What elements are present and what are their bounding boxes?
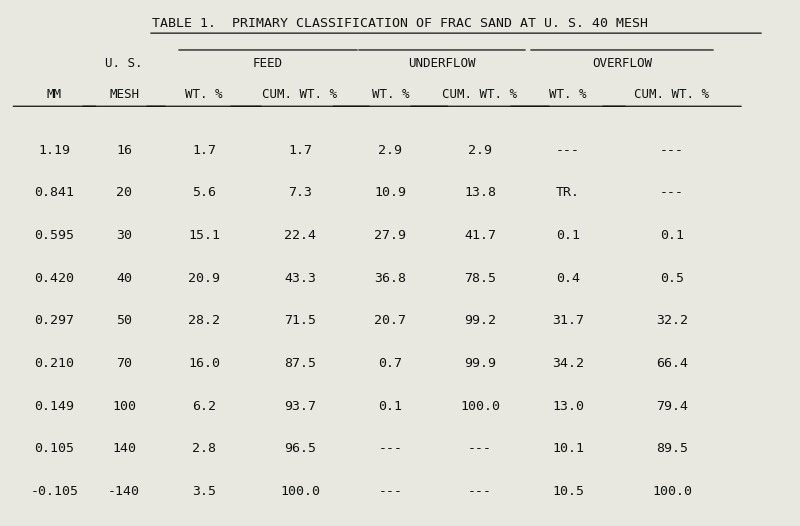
Text: 6.2: 6.2 bbox=[192, 400, 216, 413]
Text: 0.7: 0.7 bbox=[378, 357, 402, 370]
Text: 140: 140 bbox=[112, 442, 136, 456]
Text: 96.5: 96.5 bbox=[284, 442, 316, 456]
Text: 31.7: 31.7 bbox=[552, 315, 584, 327]
Text: ---: --- bbox=[468, 442, 492, 456]
Text: 1.7: 1.7 bbox=[192, 144, 216, 157]
Text: OVERFLOW: OVERFLOW bbox=[592, 57, 652, 69]
Text: 43.3: 43.3 bbox=[284, 272, 316, 285]
Text: 79.4: 79.4 bbox=[656, 400, 688, 413]
Text: 0.420: 0.420 bbox=[34, 272, 74, 285]
Text: 13.8: 13.8 bbox=[464, 186, 496, 199]
Text: ---: --- bbox=[468, 485, 492, 498]
Text: 32.2: 32.2 bbox=[656, 315, 688, 327]
Text: 2.8: 2.8 bbox=[192, 442, 216, 456]
Text: ---: --- bbox=[378, 442, 402, 456]
Text: -140: -140 bbox=[108, 485, 140, 498]
Text: 70: 70 bbox=[116, 357, 132, 370]
Text: 50: 50 bbox=[116, 315, 132, 327]
Text: 30: 30 bbox=[116, 229, 132, 242]
Text: 0.1: 0.1 bbox=[556, 229, 580, 242]
Text: 34.2: 34.2 bbox=[552, 357, 584, 370]
Text: 10.5: 10.5 bbox=[552, 485, 584, 498]
Text: 0.5: 0.5 bbox=[660, 272, 684, 285]
Text: 3.5: 3.5 bbox=[192, 485, 216, 498]
Text: 0.149: 0.149 bbox=[34, 400, 74, 413]
Text: 99.9: 99.9 bbox=[464, 357, 496, 370]
Text: 0.1: 0.1 bbox=[378, 400, 402, 413]
Text: WT. %: WT. % bbox=[186, 88, 222, 101]
Text: 10.9: 10.9 bbox=[374, 186, 406, 199]
Text: ---: --- bbox=[556, 144, 580, 157]
Text: 78.5: 78.5 bbox=[464, 272, 496, 285]
Text: TR.: TR. bbox=[556, 186, 580, 199]
Text: MM: MM bbox=[47, 88, 62, 101]
Text: 40: 40 bbox=[116, 272, 132, 285]
Text: 0.210: 0.210 bbox=[34, 357, 74, 370]
Text: 0.105: 0.105 bbox=[34, 442, 74, 456]
Text: 10.1: 10.1 bbox=[552, 442, 584, 456]
Text: 93.7: 93.7 bbox=[284, 400, 316, 413]
Text: 36.8: 36.8 bbox=[374, 272, 406, 285]
Text: 5.6: 5.6 bbox=[192, 186, 216, 199]
Text: 0.1: 0.1 bbox=[660, 229, 684, 242]
Text: -0.105: -0.105 bbox=[30, 485, 78, 498]
Text: WT. %: WT. % bbox=[372, 88, 409, 101]
Text: 16.0: 16.0 bbox=[188, 357, 220, 370]
Text: 13.0: 13.0 bbox=[552, 400, 584, 413]
Text: 100.0: 100.0 bbox=[280, 485, 320, 498]
Text: U. S.: U. S. bbox=[106, 57, 142, 69]
Text: 15.1: 15.1 bbox=[188, 229, 220, 242]
Text: 71.5: 71.5 bbox=[284, 315, 316, 327]
Text: 0.297: 0.297 bbox=[34, 315, 74, 327]
Text: 41.7: 41.7 bbox=[464, 229, 496, 242]
Text: 100.0: 100.0 bbox=[652, 485, 692, 498]
Text: 1.7: 1.7 bbox=[288, 144, 312, 157]
Text: 20.7: 20.7 bbox=[374, 315, 406, 327]
Text: CUM. WT. %: CUM. WT. % bbox=[262, 88, 338, 101]
Text: 0.595: 0.595 bbox=[34, 229, 74, 242]
Text: ---: --- bbox=[660, 186, 684, 199]
Text: WT. %: WT. % bbox=[550, 88, 586, 101]
Text: 89.5: 89.5 bbox=[656, 442, 688, 456]
Text: 100: 100 bbox=[112, 400, 136, 413]
Text: CUM. WT. %: CUM. WT. % bbox=[442, 88, 518, 101]
Text: ---: --- bbox=[660, 144, 684, 157]
Text: 99.2: 99.2 bbox=[464, 315, 496, 327]
Text: MESH: MESH bbox=[109, 88, 139, 101]
Text: 2.9: 2.9 bbox=[468, 144, 492, 157]
Text: 28.2: 28.2 bbox=[188, 315, 220, 327]
Text: 66.4: 66.4 bbox=[656, 357, 688, 370]
Text: UNDERFLOW: UNDERFLOW bbox=[408, 57, 476, 69]
Text: CUM. WT. %: CUM. WT. % bbox=[634, 88, 710, 101]
Text: ---: --- bbox=[378, 485, 402, 498]
Text: FEED: FEED bbox=[253, 57, 283, 69]
Text: 2.9: 2.9 bbox=[378, 144, 402, 157]
Text: 27.9: 27.9 bbox=[374, 229, 406, 242]
Text: 0.4: 0.4 bbox=[556, 272, 580, 285]
Text: TABLE 1.  PRIMARY CLASSIFICATION OF FRAC SAND AT U. S. 40 MESH: TABLE 1. PRIMARY CLASSIFICATION OF FRAC … bbox=[152, 17, 648, 30]
Text: 20.9: 20.9 bbox=[188, 272, 220, 285]
Text: 87.5: 87.5 bbox=[284, 357, 316, 370]
Text: 0.841: 0.841 bbox=[34, 186, 74, 199]
Text: 100.0: 100.0 bbox=[460, 400, 500, 413]
Text: 1.19: 1.19 bbox=[38, 144, 70, 157]
Text: 22.4: 22.4 bbox=[284, 229, 316, 242]
Text: 7.3: 7.3 bbox=[288, 186, 312, 199]
Text: 20: 20 bbox=[116, 186, 132, 199]
Text: 16: 16 bbox=[116, 144, 132, 157]
